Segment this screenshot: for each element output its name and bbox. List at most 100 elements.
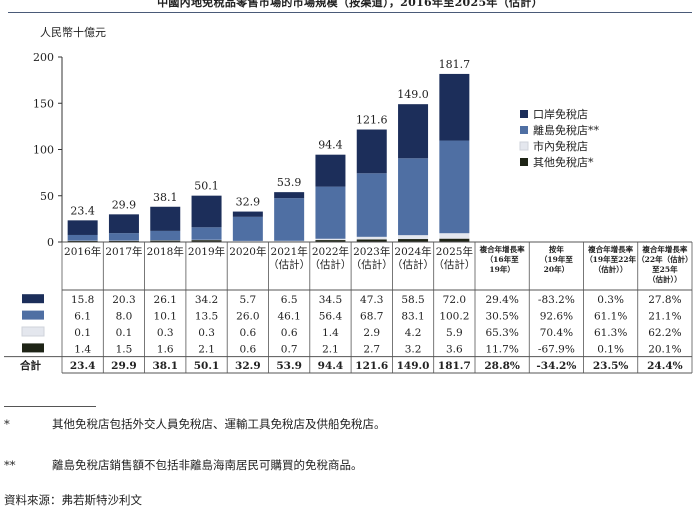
x-tick-label: 2017年 [105, 245, 142, 258]
total-growth-cell: -34.2% [536, 360, 576, 372]
y-tick-label: 100 [33, 144, 54, 157]
x-tick-label: 2025年 [436, 245, 473, 258]
total-row-label: 合計 [19, 359, 41, 372]
table-cell: 5.7 [239, 294, 256, 306]
footnote-rule [4, 406, 96, 407]
table-cell: 0.1 [74, 327, 91, 339]
bar-segment [398, 104, 428, 158]
bar-segment [150, 231, 180, 240]
total-cell: 32.9 [235, 360, 261, 372]
bar-segment [398, 158, 428, 235]
table-cell: 5.9 [446, 327, 463, 339]
y-tick-label: 200 [33, 51, 54, 64]
growth-cell: 0.1% [597, 343, 624, 355]
total-cell: 38.1 [152, 360, 178, 372]
growth-header: 複合年增長率 [641, 244, 687, 254]
table-cell: 0.6 [239, 343, 256, 355]
table-cell: 15.8 [71, 294, 94, 306]
bar-total-label: 94.4 [318, 139, 343, 152]
x-tick-label: 2020年 [229, 245, 266, 258]
table-cell: 56.4 [319, 311, 343, 323]
growth-header: 20年） [544, 264, 569, 274]
bar-segment [398, 235, 428, 239]
row-swatch [22, 294, 44, 303]
table-cell: 26.1 [154, 294, 177, 306]
growth-header: （22年（估計） [637, 254, 692, 264]
growth-header: （估計）） [648, 274, 682, 284]
total-growth-cell: 28.8% [484, 360, 520, 372]
legend-label: 口岸免稅店 [533, 107, 588, 121]
y-tick-label: 150 [33, 97, 54, 110]
growth-cell: 65.3% [485, 327, 518, 339]
growth-header: （16年至 [486, 254, 519, 264]
x-tick-label: （估計） [309, 258, 351, 271]
legend-swatch [520, 126, 528, 134]
table-cell: 1.6 [157, 343, 174, 355]
growth-header: 至25年 [652, 264, 678, 274]
growth-header: （估計）） [594, 264, 628, 274]
bar-segment [274, 192, 304, 198]
legend-label: 市內免稅店 [533, 139, 588, 153]
table-cell: 1.4 [322, 327, 339, 339]
table-cell: 34.5 [319, 294, 342, 306]
table-cell: 34.2 [195, 294, 218, 306]
table-cell: 3.6 [446, 343, 463, 355]
row-swatch [22, 343, 44, 352]
total-cell: 50.1 [194, 360, 220, 372]
growth-cell: -67.9% [538, 343, 575, 355]
table-cell: 2.1 [198, 343, 215, 355]
growth-cell: 0.3% [597, 294, 624, 306]
bar-segment [274, 198, 304, 241]
bar-segment [192, 227, 222, 239]
growth-header: 按年 [549, 244, 564, 254]
row-swatch [22, 311, 44, 320]
bar-segment [439, 74, 469, 141]
table-cell: 0.1 [116, 327, 133, 339]
footnote-1: *其他免稅店包括外交人員免稅店、運輸工具免稅店及供船免稅店。 [4, 416, 386, 432]
table-cell: 0.3 [157, 327, 174, 339]
bar-segment [68, 220, 98, 235]
growth-cell: 20.1% [648, 343, 681, 355]
bar-segment [357, 130, 387, 174]
total-growth-cell: 24.4% [647, 360, 683, 372]
growth-cell: 21.1% [648, 311, 681, 323]
bar-segment [233, 241, 263, 242]
legend-swatch [520, 158, 528, 166]
table-cell: 0.6 [281, 327, 298, 339]
bar-total-label: 53.9 [277, 176, 302, 189]
table-cell: 2.9 [363, 327, 380, 339]
table-cell: 1.4 [74, 343, 91, 355]
table-cell: 0.6 [239, 327, 256, 339]
table-cell: 58.5 [401, 294, 424, 306]
table-cell: 0.7 [281, 343, 298, 355]
x-tick-label: （估計） [433, 258, 475, 271]
total-cell: 29.9 [111, 360, 137, 372]
total-cell: 121.6 [355, 360, 388, 372]
growth-cell: 92.6% [540, 311, 573, 323]
bar-total-label: 149.0 [397, 88, 429, 101]
bar-segment [439, 141, 469, 234]
table-cell: 13.5 [195, 311, 218, 323]
growth-header: （19年至22年 [585, 254, 636, 264]
table-cell: 2.1 [322, 343, 339, 355]
growth-header: （19年至 [540, 254, 573, 264]
row-swatch [22, 327, 44, 336]
bar-total-label: 50.1 [194, 180, 219, 193]
table-cell: 6.5 [281, 294, 298, 306]
footnote-mark: * [4, 417, 52, 431]
bar-segment [274, 241, 304, 242]
table-cell: 1.5 [116, 343, 133, 355]
bar-segment [357, 173, 387, 237]
legend-label: 其他免稅店* [533, 155, 594, 169]
table-cell: 4.2 [405, 327, 422, 339]
bar-total-label: 181.7 [439, 58, 471, 71]
footnote-mark: ** [4, 458, 52, 472]
table-cell: 46.1 [277, 311, 300, 323]
growth-header: 複合年增長率 [479, 244, 525, 254]
bar-segment [439, 233, 469, 238]
table-cell: 0.3 [198, 327, 215, 339]
bar-segment [109, 233, 139, 240]
total-cell: 94.4 [318, 360, 344, 372]
x-tick-label: 2018年 [147, 245, 184, 258]
